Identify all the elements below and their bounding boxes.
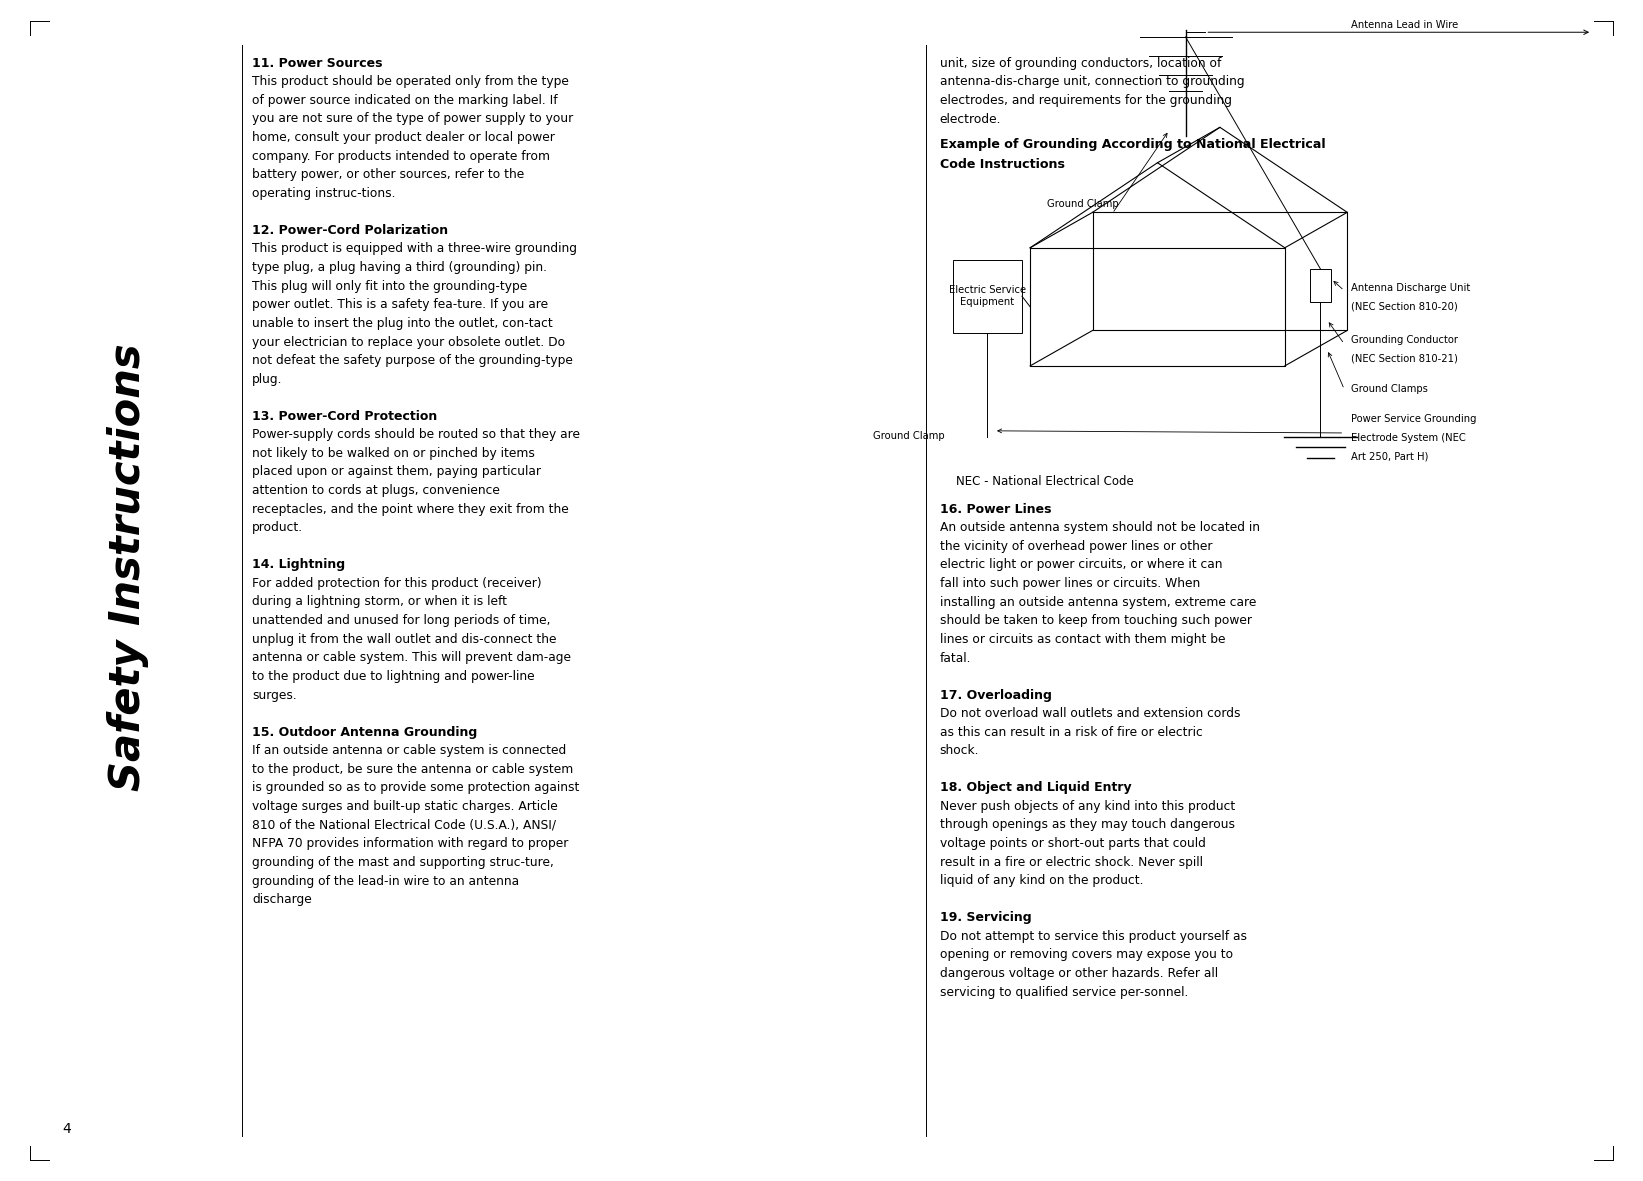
Text: Safety Instructions: Safety Instructions: [107, 342, 150, 791]
Text: Power-supply cords should be routed so that they are: Power-supply cords should be routed so t…: [253, 429, 580, 442]
Text: Electric Service: Electric Service: [950, 286, 1025, 295]
Text: unattended and unused for long periods of time,: unattended and unused for long periods o…: [253, 614, 550, 627]
Text: (NEC Section 810-21): (NEC Section 810-21): [1351, 353, 1457, 364]
Text: 12. Power-Cord Polarization: 12. Power-Cord Polarization: [253, 224, 449, 237]
Text: 15. Outdoor Antenna Grounding: 15. Outdoor Antenna Grounding: [253, 725, 478, 738]
Text: Equipment: Equipment: [961, 298, 1014, 307]
Text: placed upon or against them, paying particular: placed upon or against them, paying part…: [253, 465, 541, 478]
Text: to the product, be sure the antenna or cable system: to the product, be sure the antenna or c…: [253, 763, 573, 776]
Text: through openings as they may touch dangerous: through openings as they may touch dange…: [940, 818, 1236, 831]
Text: (NEC Section 810-20): (NEC Section 810-20): [1351, 302, 1457, 312]
Text: 13. Power-Cord Protection: 13. Power-Cord Protection: [253, 410, 437, 423]
Text: Example of Grounding According to National Electrical: Example of Grounding According to Nation…: [940, 138, 1326, 151]
Text: unplug it from the wall outlet and dis-connect the: unplug it from the wall outlet and dis-c…: [253, 633, 557, 646]
Text: 19. Servicing: 19. Servicing: [940, 912, 1032, 925]
Text: the vicinity of overhead power lines or other: the vicinity of overhead power lines or …: [940, 540, 1213, 553]
Text: plug.: plug.: [253, 373, 283, 386]
Text: Ground Clamps: Ground Clamps: [1351, 384, 1428, 393]
Text: is grounded so as to provide some protection against: is grounded so as to provide some protec…: [253, 782, 580, 795]
Text: This plug will only fit into the grounding-type: This plug will only fit into the groundi…: [253, 280, 527, 293]
Text: This product should be operated only from the type: This product should be operated only fro…: [253, 76, 568, 89]
Text: during a lightning storm, or when it is left: during a lightning storm, or when it is …: [253, 595, 508, 608]
Text: NEC - National Electrical Code: NEC - National Electrical Code: [956, 475, 1134, 488]
Text: antenna-dis-charge unit, connection to grounding: antenna-dis-charge unit, connection to g…: [940, 76, 1244, 89]
Text: you are not sure of the type of power supply to your: you are not sure of the type of power su…: [253, 112, 573, 125]
Text: 18. Object and Liquid Entry: 18. Object and Liquid Entry: [940, 782, 1132, 795]
Text: your electrician to replace your obsolete outlet. Do: your electrician to replace your obsolet…: [253, 335, 565, 348]
Text: Do not attempt to service this product yourself as: Do not attempt to service this product y…: [940, 929, 1247, 942]
Text: servicing to qualified service per-sonnel.: servicing to qualified service per-sonne…: [940, 986, 1188, 999]
Text: An outside antenna system should not be located in: An outside antenna system should not be …: [940, 521, 1260, 534]
Text: unit, size of grounding conductors, location of: unit, size of grounding conductors, loca…: [940, 57, 1221, 70]
Text: 810 of the National Electrical Code (U.S.A.), ANSI/: 810 of the National Electrical Code (U.S…: [253, 818, 557, 831]
Bar: [953, 260, 1022, 333]
Text: 14. Lightning: 14. Lightning: [253, 559, 345, 572]
Text: electrode.: electrode.: [940, 112, 1001, 125]
Text: installing an outside antenna system, extreme care: installing an outside antenna system, ex…: [940, 596, 1257, 609]
Text: antenna or cable system. This will prevent dam-age: antenna or cable system. This will preve…: [253, 652, 572, 665]
Text: grounding of the lead-in wire to an antenna: grounding of the lead-in wire to an ante…: [253, 875, 519, 888]
Text: Grounding Conductor: Grounding Conductor: [1351, 334, 1457, 345]
Text: voltage points or short-out parts that could: voltage points or short-out parts that c…: [940, 837, 1206, 850]
Text: If an outside antenna or cable system is connected: If an outside antenna or cable system is…: [253, 744, 567, 757]
Text: fall into such power lines or circuits. When: fall into such power lines or circuits. …: [940, 578, 1199, 590]
Text: operating instruc-tions.: operating instruc-tions.: [253, 187, 396, 200]
Text: Electrode System (NEC: Electrode System (NEC: [1351, 433, 1466, 443]
Text: fatal.: fatal.: [940, 652, 971, 665]
Text: This product is equipped with a three-wire grounding: This product is equipped with a three-wi…: [253, 242, 577, 255]
Text: as this can result in a risk of fire or electric: as this can result in a risk of fire or …: [940, 726, 1203, 739]
Text: NFPA 70 provides information with regard to proper: NFPA 70 provides information with regard…: [253, 837, 568, 850]
Text: Do not overload wall outlets and extension cords: Do not overload wall outlets and extensi…: [940, 707, 1240, 720]
Text: discharge: discharge: [253, 893, 312, 906]
Text: product.: product.: [253, 522, 304, 535]
Text: receptacles, and the point where they exit from the: receptacles, and the point where they ex…: [253, 503, 568, 516]
Text: 16. Power Lines: 16. Power Lines: [940, 503, 1052, 516]
Text: Ground Clamp: Ground Clamp: [872, 431, 945, 441]
Text: home, consult your product dealer or local power: home, consult your product dealer or loc…: [253, 131, 555, 144]
Text: Power Service Grounding: Power Service Grounding: [1351, 415, 1477, 424]
Text: 17. Overloading: 17. Overloading: [940, 689, 1052, 702]
Text: grounding of the mast and supporting struc-ture,: grounding of the mast and supporting str…: [253, 856, 554, 869]
Text: shock.: shock.: [940, 744, 979, 757]
Text: voltage surges and built-up static charges. Article: voltage surges and built-up static charg…: [253, 800, 559, 813]
Text: dangerous voltage or other hazards. Refer all: dangerous voltage or other hazards. Refe…: [940, 967, 1217, 980]
Text: lines or circuits as contact with them might be: lines or circuits as contact with them m…: [940, 633, 1226, 646]
Text: not likely to be walked on or pinched by items: not likely to be walked on or pinched by…: [253, 446, 536, 459]
Text: Antenna Discharge Unit: Antenna Discharge Unit: [1351, 283, 1470, 293]
Text: result in a fire or electric shock. Never spill: result in a fire or electric shock. Neve…: [940, 856, 1203, 869]
Text: liquid of any kind on the product.: liquid of any kind on the product.: [940, 874, 1144, 887]
Text: opening or removing covers may expose you to: opening or removing covers may expose yo…: [940, 948, 1232, 961]
Text: attention to cords at plugs, convenience: attention to cords at plugs, convenience: [253, 484, 499, 497]
Text: power outlet. This is a safety fea-ture. If you are: power outlet. This is a safety fea-ture.…: [253, 299, 549, 312]
Text: battery power, or other sources, refer to the: battery power, or other sources, refer t…: [253, 169, 524, 182]
Text: electrodes, and requirements for the grounding: electrodes, and requirements for the gro…: [940, 94, 1232, 107]
Text: unable to insert the plug into the outlet, con-tact: unable to insert the plug into the outle…: [253, 317, 554, 329]
Text: Ground Clamp: Ground Clamp: [1047, 198, 1119, 209]
Text: electric light or power circuits, or where it can: electric light or power circuits, or whe…: [940, 559, 1222, 572]
Text: Code Instructions: Code Instructions: [940, 158, 1065, 171]
Text: company. For products intended to operate from: company. For products intended to operat…: [253, 150, 550, 163]
Text: Never push objects of any kind into this product: Never push objects of any kind into this…: [940, 800, 1236, 813]
Bar: [1309, 269, 1331, 302]
Text: 4: 4: [62, 1122, 71, 1136]
Text: 11. Power Sources: 11. Power Sources: [253, 57, 383, 70]
Text: type plug, a plug having a third (grounding) pin.: type plug, a plug having a third (ground…: [253, 261, 547, 274]
Text: not defeat the safety purpose of the grounding-type: not defeat the safety purpose of the gro…: [253, 354, 573, 367]
Text: Art 250, Part H): Art 250, Part H): [1351, 451, 1428, 462]
Text: For added protection for this product (receiver): For added protection for this product (r…: [253, 576, 542, 589]
Text: surges.: surges.: [253, 689, 297, 702]
Text: Antenna Lead in Wire: Antenna Lead in Wire: [1351, 20, 1457, 31]
Text: to the product due to lightning and power-line: to the product due to lightning and powe…: [253, 670, 536, 683]
Text: should be taken to keep from touching such power: should be taken to keep from touching su…: [940, 614, 1252, 627]
Text: of power source indicated on the marking label. If: of power source indicated on the marking…: [253, 93, 559, 106]
